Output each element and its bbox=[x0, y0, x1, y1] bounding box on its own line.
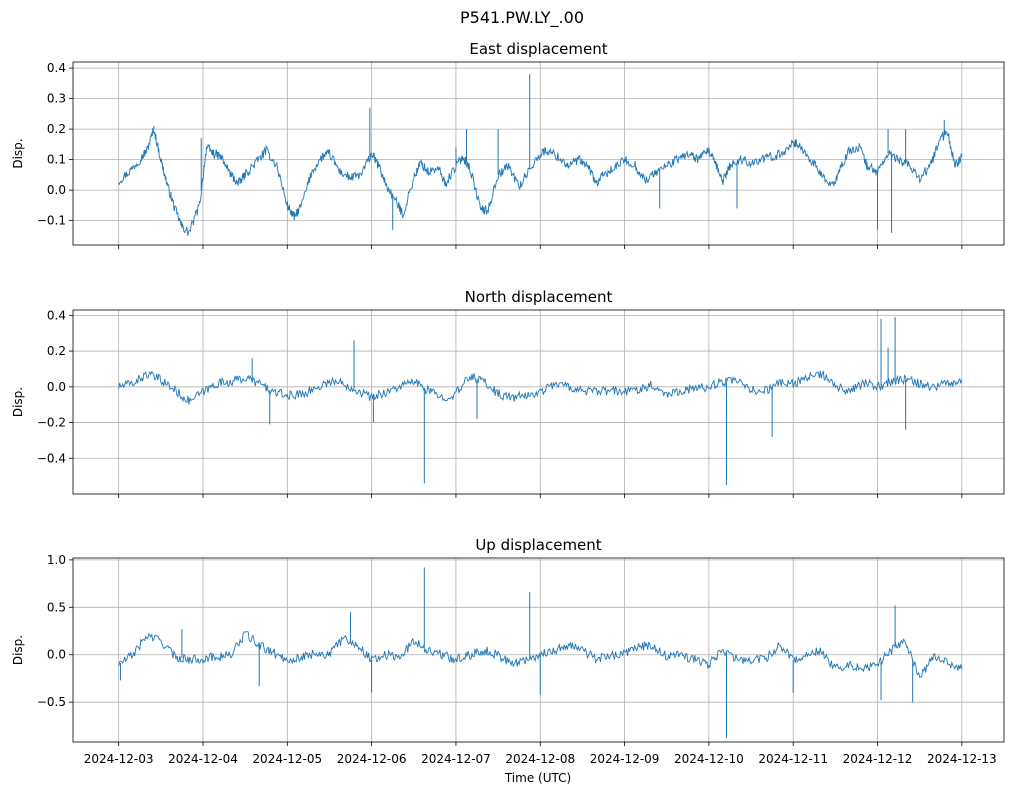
y-tick-label: −0.2 bbox=[37, 416, 66, 430]
panel-1: East displacement −0.1 0.0 0.1 0.2 0.3 0.4 Disp… bbox=[11, 40, 1005, 249]
y-axis-label: Disp. bbox=[11, 138, 25, 168]
y-tick-label: 0.4 bbox=[47, 61, 66, 75]
axes-frame bbox=[72, 309, 1005, 495]
y-tick-label: −0.1 bbox=[37, 214, 66, 228]
x-tick-label: 2024-12-09 bbox=[590, 752, 660, 766]
y-tick-label: 0.5 bbox=[47, 600, 66, 614]
axes-frame bbox=[72, 557, 1005, 743]
panel-title: East displacement bbox=[469, 40, 607, 58]
panel-3: Up displacement 2024-12-03 2024-12-04 2024-… bbox=[11, 536, 1005, 766]
y-tick-label: −0.4 bbox=[37, 451, 66, 465]
y-tick-label: 0.0 bbox=[47, 183, 66, 197]
y-tick-label: 0.1 bbox=[47, 153, 66, 167]
figure-suptitle: P541.PW.LY_.00 bbox=[460, 8, 584, 28]
y-tick-label: 0.0 bbox=[47, 380, 66, 394]
panel-title: Up displacement bbox=[475, 536, 601, 554]
x-tick-label: 2024-12-03 bbox=[84, 752, 154, 766]
panel-title: North displacement bbox=[465, 288, 613, 306]
y-tick-label: 0.0 bbox=[47, 648, 66, 662]
series-line bbox=[118, 370, 963, 405]
y-tick-label: 0.2 bbox=[47, 122, 66, 136]
x-tick-label: 2024-12-06 bbox=[337, 752, 407, 766]
axes-frame bbox=[72, 61, 1005, 246]
panel-2: North displacement −0.4 −0.2 0.0 0.2 0.4 Disp. bbox=[11, 288, 1005, 498]
x-tick-label: 2024-12-04 bbox=[168, 752, 238, 766]
y-tick-label: 1.0 bbox=[47, 553, 66, 567]
x-tick-label: 2024-12-11 bbox=[758, 752, 828, 766]
y-tick-label: 0.3 bbox=[47, 92, 66, 106]
y-tick-label: 0.4 bbox=[47, 308, 66, 322]
x-tick-label: 2024-12-13 bbox=[927, 752, 997, 766]
x-axis-label: Time (UTC) bbox=[504, 771, 571, 785]
y-axis-label: Disp. bbox=[11, 387, 25, 417]
x-tick-label: 2024-12-07 bbox=[421, 752, 491, 766]
x-tick-label: 2024-12-12 bbox=[843, 752, 913, 766]
panels: East displacement −0.1 0.0 0.1 0.2 0.3 0.4 Disp… bbox=[11, 40, 1005, 766]
x-tick-label: 2024-12-05 bbox=[252, 752, 322, 766]
x-tick-label: 2024-12-08 bbox=[505, 752, 575, 766]
y-axis-label: Disp. bbox=[11, 635, 25, 665]
x-tick-label: 2024-12-10 bbox=[674, 752, 744, 766]
y-tick-label: −0.5 bbox=[37, 695, 66, 709]
y-tick-label: 0.2 bbox=[47, 344, 66, 358]
series-line bbox=[118, 128, 963, 236]
